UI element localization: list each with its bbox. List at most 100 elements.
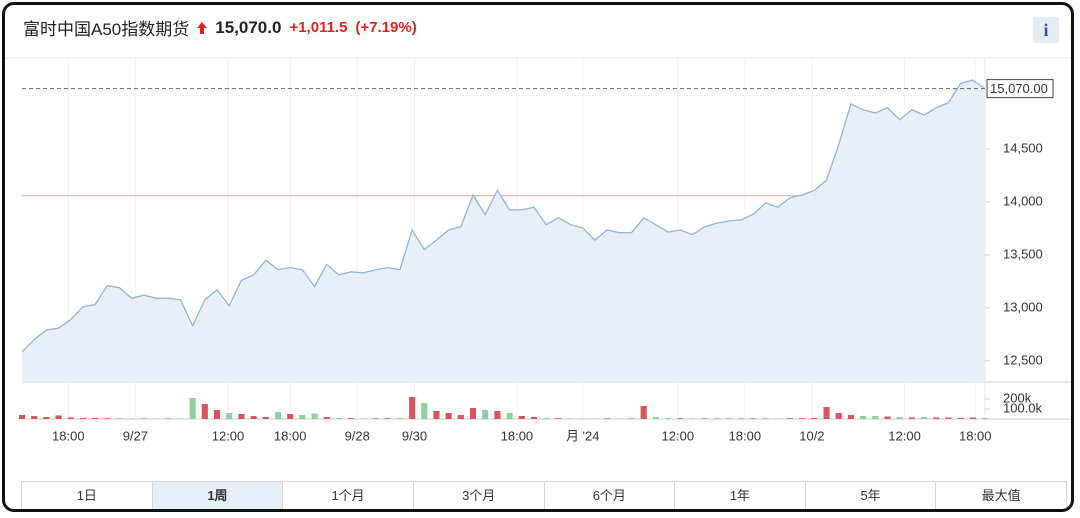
range-button[interactable]: 最大值 (981, 488, 1021, 503)
volume-bar (677, 418, 684, 419)
volume-bar (384, 418, 391, 419)
volume-bar (616, 418, 623, 419)
y-tick-label: 13,000 (1003, 299, 1043, 314)
range-button[interactable]: 5年 (806, 482, 937, 509)
range-button[interactable]: 1个月 (283, 482, 414, 509)
volume-bar (299, 415, 306, 419)
volume-bar (713, 418, 720, 419)
volume-bar (750, 418, 757, 419)
price: 15,070.0 (215, 17, 282, 37)
volume-bar (555, 418, 562, 419)
volume-bar (774, 418, 781, 419)
widget: 18:00 9/27 12:00 18:00 9/28 9/30 18:00 月 '24 12:… (2, 2, 1074, 512)
volume-bar (567, 418, 574, 419)
volume-bar (274, 412, 282, 419)
volume-bar (396, 418, 403, 419)
volume-bar (969, 417, 976, 419)
volume-bar (311, 413, 318, 419)
volume-bar (67, 417, 74, 419)
volume-bar (43, 417, 50, 419)
volume-bar (360, 418, 367, 419)
price-line (21, 79, 986, 353)
volume-bar (372, 418, 379, 419)
volume-bar (762, 418, 769, 419)
volume-bar (591, 418, 598, 419)
title: 富时中国A50指数期货 (23, 20, 190, 39)
volume-bar (872, 416, 879, 419)
volume-bar (18, 415, 26, 419)
x-tick-label: 18:00 (959, 428, 992, 443)
volume-bar (433, 411, 440, 419)
volume-bar (140, 418, 147, 419)
chart: 18:00 9/27 12:00 18:00 9/28 9/30 18:00 月 '24 12:… (5, 57, 1071, 443)
volume-bar (786, 418, 794, 419)
header: 富时中国A50指数期货 15,070.0 +1,011.5 (+7.19%) (23, 15, 417, 40)
volume-bar (421, 403, 428, 419)
area (22, 80, 985, 382)
volume-bar (921, 417, 928, 419)
volume-bar (604, 418, 611, 419)
y-tick-label: 14,000 (1003, 193, 1043, 208)
x-tick-label: 12:00 (662, 428, 695, 443)
change-percent: (+7.19%) (355, 19, 417, 36)
last-value-label: 15,070.00 (990, 81, 1048, 96)
volume-bar (530, 417, 538, 419)
volume-bar (348, 418, 355, 419)
volume-bar (335, 418, 342, 419)
volume-tick-label: 100.0k (1003, 400, 1043, 415)
volume-bar (92, 418, 99, 419)
volume-bar (104, 418, 111, 419)
range-bar: 1日 1周 1个月 3个月 6个月 1年 5年 最大值 (21, 481, 1067, 509)
volume-bar (738, 418, 745, 419)
range-button[interactable]: 6个月 (545, 482, 676, 509)
volume-bar (543, 418, 550, 419)
y-tick-label: 13,500 (1003, 246, 1043, 261)
volume-bar (177, 418, 184, 419)
volume-bar (55, 415, 62, 419)
x-tick-label: 12:00 (212, 428, 245, 443)
volume-bar (579, 418, 586, 419)
x-tick-label: 9/30 (402, 428, 427, 443)
volume-bar (469, 408, 477, 419)
volume-bar (835, 413, 842, 419)
volume-bar (860, 416, 867, 419)
volume-bar (201, 404, 208, 419)
volume-bar (823, 407, 830, 419)
volume-bar (628, 418, 635, 419)
volume-bar (287, 414, 294, 419)
volume-bar (908, 417, 915, 419)
info-button[interactable]: i (1033, 17, 1059, 43)
volume-bar (957, 418, 964, 419)
x-tick-label: 9/27 (123, 428, 148, 443)
x-tick-label: 18:00 (52, 428, 85, 443)
volume-bar (165, 418, 172, 419)
volume-bar (689, 418, 696, 419)
volume-bar (494, 411, 501, 419)
up-arrow (197, 21, 208, 34)
last-value-box (986, 79, 1054, 99)
volume-bar (652, 417, 659, 419)
volume-bar (153, 418, 160, 419)
change: +1,011.5 (289, 19, 348, 36)
volume-bar (884, 416, 891, 419)
range-button[interactable]: 1年 (675, 482, 806, 509)
volume-bar (31, 416, 38, 419)
volume-bar (640, 406, 647, 419)
volume-bar (213, 410, 221, 419)
x-tick-label: 18:00 (501, 428, 534, 443)
volume-bar (238, 414, 245, 419)
y-tick-label: 12,500 (1003, 352, 1043, 367)
volume-bar (933, 417, 940, 419)
x-tick-label: 10/2 (799, 428, 824, 443)
x-tick-label: 18:00 (274, 428, 307, 443)
range-button[interactable]: 1周 (152, 482, 284, 509)
range-button[interactable]: 1日 (22, 482, 153, 509)
volume-bar (945, 417, 952, 419)
volume-bar (725, 418, 733, 419)
volume-bar (847, 415, 854, 419)
volume-bar (811, 418, 818, 419)
volume-bar (262, 417, 269, 419)
range-button[interactable]: 3个月 (414, 482, 545, 509)
x-tick-label: 月 '24 (566, 428, 600, 443)
volume-bar (981, 418, 989, 419)
